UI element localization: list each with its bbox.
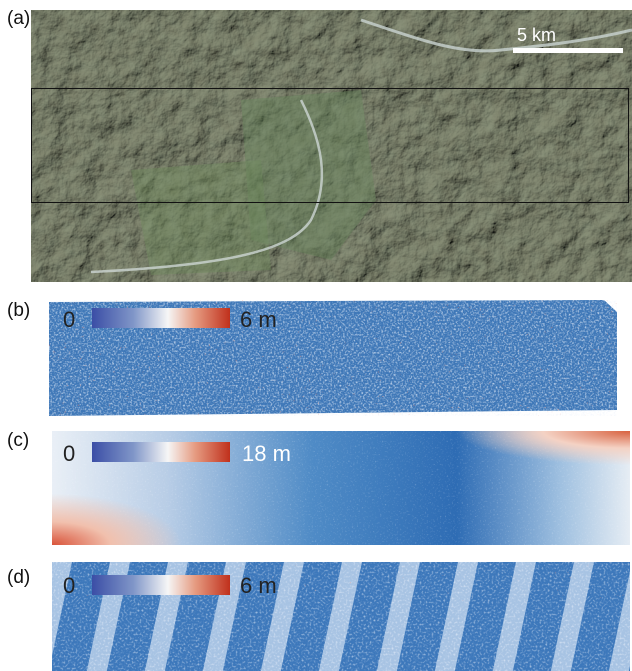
panel-c-map: [52, 431, 630, 545]
panel-c-colorbar: [92, 442, 230, 462]
panel-b-colorbar: [92, 308, 230, 328]
scale-bar: [513, 48, 623, 53]
panel-c-label: (c): [7, 430, 30, 451]
panel-d-label: (d): [7, 567, 31, 588]
scale-bar-label: 5 km: [517, 25, 557, 45]
panel-b-map: [49, 298, 631, 416]
panel-b-label: (b): [7, 300, 31, 321]
panel-c-colorbar-min: 0: [63, 441, 76, 466]
panel-b-colorbar-max: 6 m: [240, 307, 277, 332]
panel-a-label: (a): [7, 8, 31, 29]
panel-d-colorbar-max: 6 m: [240, 573, 277, 598]
panel-d-colorbar: [92, 575, 230, 595]
panel-b-colorbar-min: 0: [63, 307, 76, 332]
satellite-image: [31, 10, 632, 282]
panel-c-colorbar-max: 18 m: [242, 441, 291, 466]
study-area-extent-box: [31, 88, 629, 203]
panel-d-colorbar-min: 0: [63, 573, 76, 598]
